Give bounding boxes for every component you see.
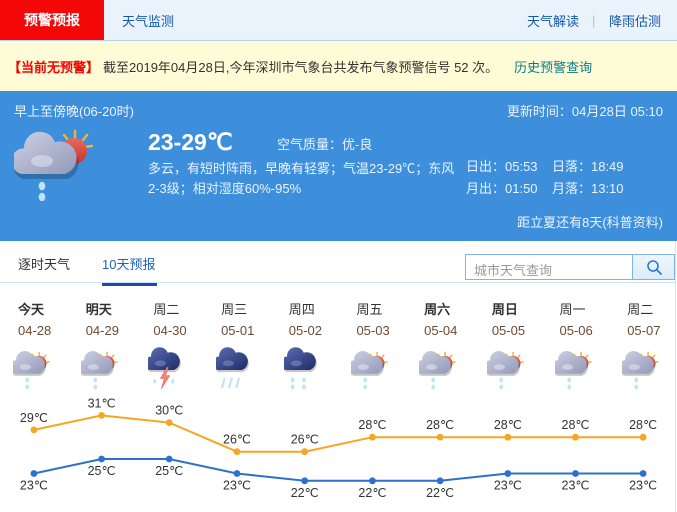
svg-text:23℃: 23℃ (20, 479, 48, 493)
svg-text:25℃: 25℃ (155, 464, 183, 478)
svg-text:26℃: 26℃ (291, 433, 319, 447)
svg-text:25℃: 25℃ (88, 464, 116, 478)
svg-text:30℃: 30℃ (155, 404, 183, 418)
svg-text:28℃: 28℃ (494, 418, 522, 432)
svg-text:28℃: 28℃ (426, 418, 454, 432)
svg-text:31℃: 31℃ (88, 396, 116, 410)
svg-text:23℃: 23℃ (562, 479, 590, 493)
svg-text:29℃: 29℃ (20, 411, 48, 425)
svg-text:23℃: 23℃ (494, 479, 522, 493)
svg-text:28℃: 28℃ (562, 418, 590, 432)
svg-text:22℃: 22℃ (291, 486, 319, 500)
svg-text:22℃: 22℃ (358, 486, 386, 500)
svg-text:28℃: 28℃ (358, 418, 386, 432)
svg-text:23℃: 23℃ (629, 479, 657, 493)
svg-text:26℃: 26℃ (223, 433, 251, 447)
svg-text:28℃: 28℃ (629, 418, 657, 432)
svg-text:22℃: 22℃ (426, 486, 454, 500)
svg-text:23℃: 23℃ (223, 479, 251, 493)
